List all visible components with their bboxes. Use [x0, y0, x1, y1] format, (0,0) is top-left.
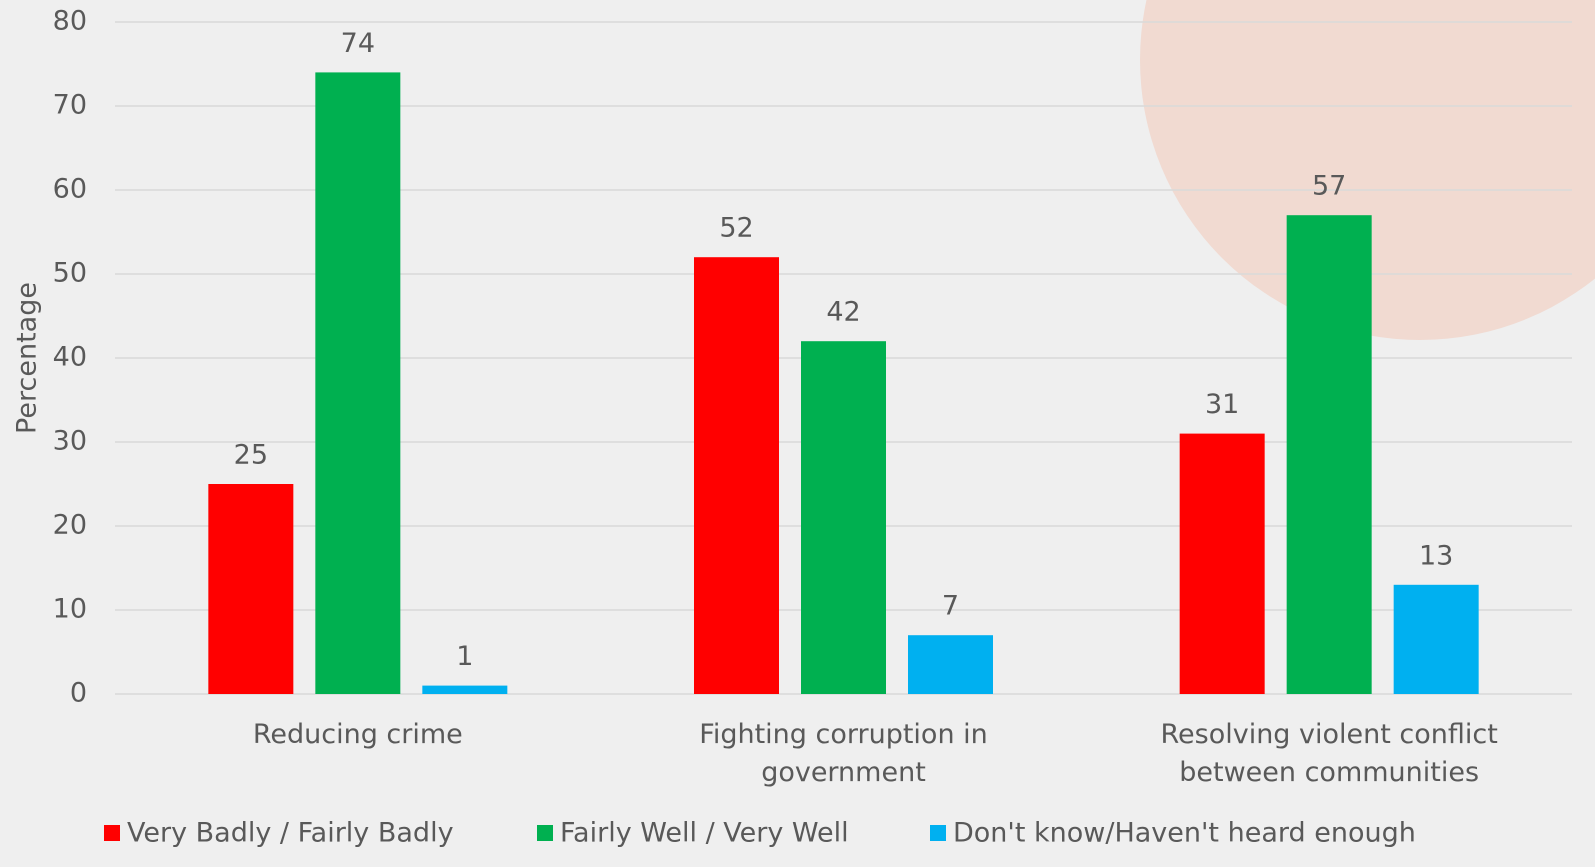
y-tick-label: 40	[53, 342, 87, 373]
legend-swatch	[537, 825, 553, 841]
legend-swatch	[104, 825, 120, 841]
y-tick-label: 70	[53, 90, 87, 121]
y-tick-label: 0	[70, 678, 87, 709]
legend-swatch	[930, 825, 946, 841]
y-tick-label: 50	[53, 258, 87, 289]
x-tick-label: Fighting corruption in government	[699, 719, 988, 788]
legend-label: Don't know/Haven't heard enough	[953, 818, 1416, 849]
bar	[908, 635, 993, 694]
y-tick-label: 30	[53, 426, 87, 457]
y-tick-label: 20	[53, 510, 87, 541]
data-label: 1	[456, 641, 473, 672]
bar	[801, 341, 886, 694]
data-label: 13	[1419, 540, 1453, 571]
y-tick-label: 80	[53, 6, 87, 37]
bar	[315, 72, 401, 694]
data-label: 74	[341, 28, 375, 59]
bar	[422, 685, 508, 694]
data-label: 31	[1205, 389, 1239, 420]
data-label: 57	[1312, 171, 1346, 202]
y-tick-label: 10	[53, 594, 87, 625]
x-tick-label: Resolving violent conflict between commu…	[1160, 719, 1498, 788]
data-label: 25	[234, 440, 268, 471]
background-decoration	[1140, 0, 1595, 340]
y-axis-title: Percentage	[12, 282, 43, 434]
bar	[208, 484, 294, 694]
bar	[694, 257, 779, 694]
bar	[1393, 584, 1479, 694]
bar	[1286, 215, 1372, 694]
data-label: 52	[719, 213, 753, 244]
legend-label: Very Badly / Fairly Badly	[127, 818, 454, 849]
legend-label: Fairly Well / Very Well	[560, 818, 849, 849]
data-label: 42	[826, 297, 860, 328]
x-tick-label: Reducing crime	[252, 719, 463, 750]
data-label: 7	[942, 591, 959, 622]
y-tick-label: 60	[53, 174, 87, 205]
bar	[1179, 433, 1265, 694]
